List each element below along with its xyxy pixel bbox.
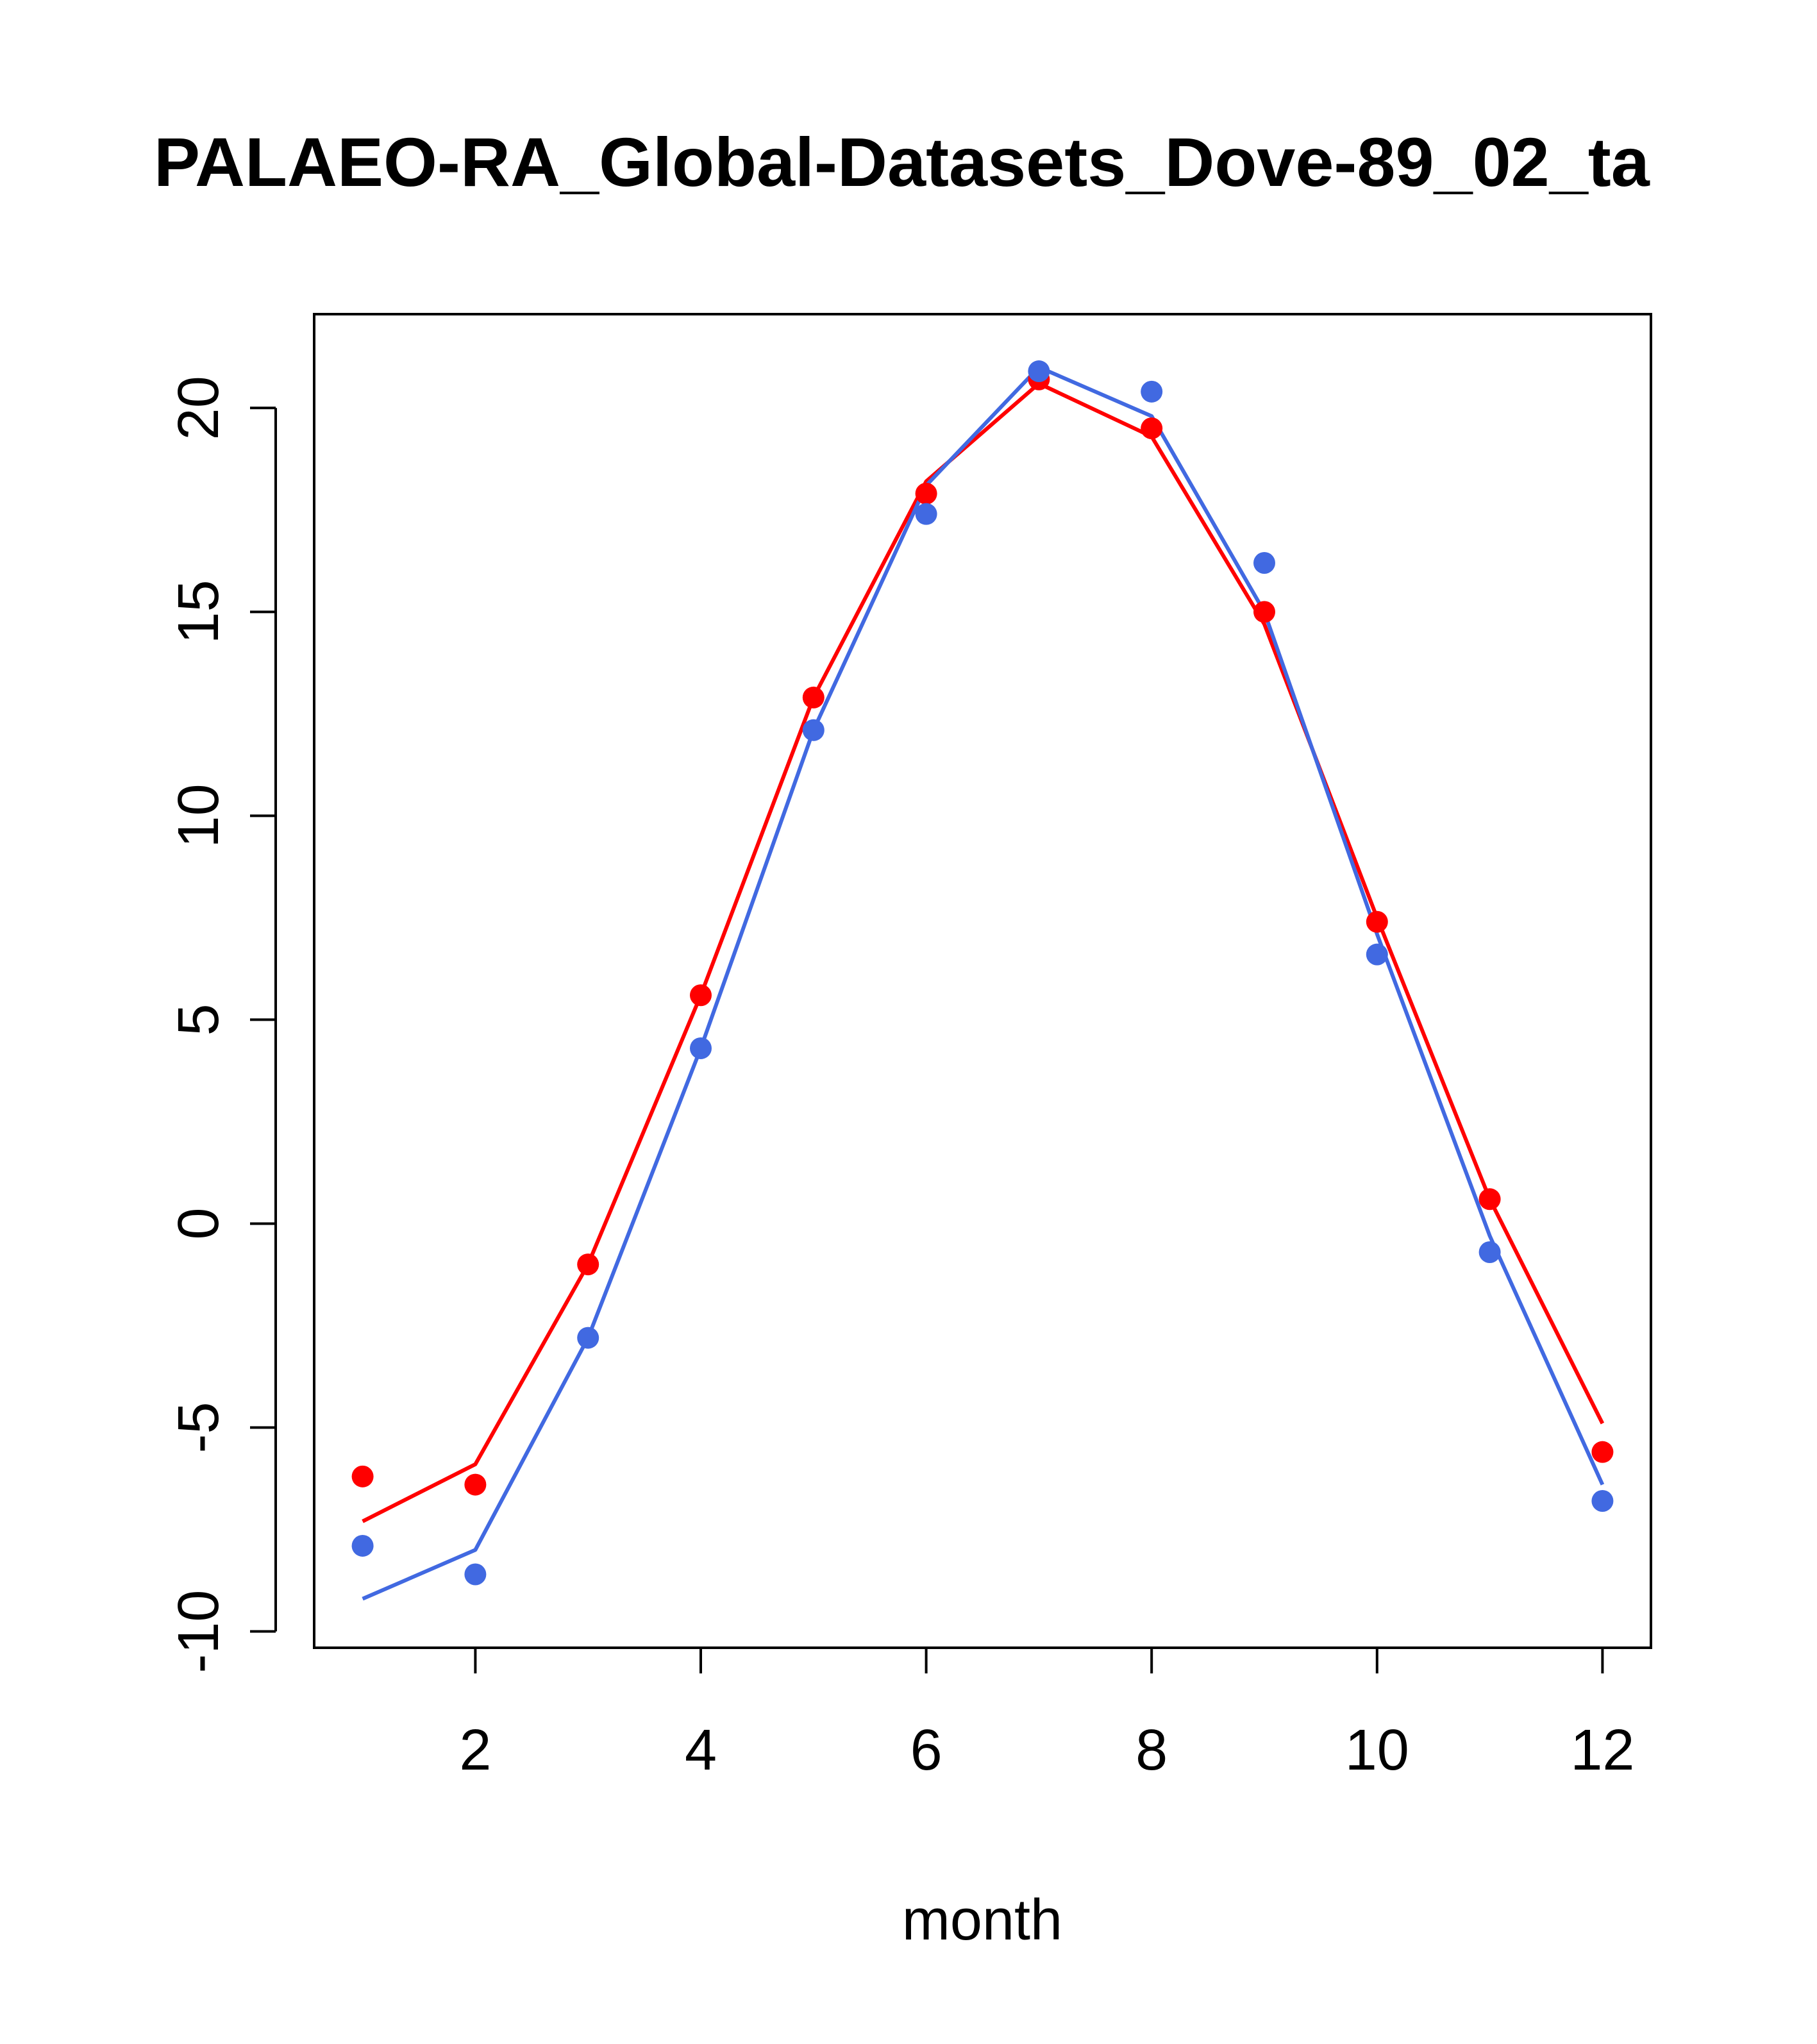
series-2-point — [689, 1037, 712, 1059]
x-axis-label: month — [902, 1888, 1062, 1952]
series-2-line — [362, 365, 1605, 1601]
y-axis: -10 -5 0 5 10 15 20 — [167, 376, 277, 1673]
x-tick-label: 4 — [685, 1718, 717, 1782]
y-tick-label: -5 — [167, 1402, 231, 1453]
series-1-point — [1366, 910, 1388, 933]
series-1-point — [689, 984, 712, 1007]
series-1-point — [1141, 417, 1163, 440]
series-1-point — [351, 1465, 374, 1487]
x-tick-label: 6 — [910, 1718, 942, 1782]
y-tick-label: 15 — [167, 580, 231, 644]
y-tick-label: 20 — [167, 376, 231, 440]
series-2-point — [1478, 1241, 1501, 1263]
series-2-point — [577, 1327, 599, 1349]
series-2-point — [1141, 380, 1163, 403]
series-2-point — [1366, 943, 1388, 966]
y-tick-label: 0 — [167, 1207, 231, 1239]
series-1-point — [1478, 1188, 1501, 1210]
series-1-point — [915, 482, 937, 505]
series-1-point — [1253, 601, 1276, 623]
series-1-point — [1591, 1441, 1614, 1463]
series-1-point — [577, 1253, 599, 1276]
series-2-point — [1028, 360, 1050, 383]
chart-title: PALAEO-RA_Global-Datasets_Dove-89_02_ta — [154, 123, 1650, 201]
plot-frame — [313, 313, 1652, 1649]
x-tick-label: 8 — [1135, 1718, 1168, 1782]
x-tick-label: 10 — [1345, 1718, 1409, 1782]
series-2-point — [915, 503, 937, 525]
y-tick-label: 10 — [167, 783, 231, 848]
series-2-point — [351, 1534, 374, 1557]
y-tick-label: -10 — [167, 1590, 231, 1673]
series-1-point — [464, 1473, 487, 1496]
series-2-point — [1253, 552, 1276, 574]
series-2-point — [1591, 1490, 1614, 1512]
x-tick-label: 2 — [459, 1718, 491, 1782]
y-tick-label: 5 — [167, 1003, 231, 1035]
series-2-point — [802, 719, 825, 741]
x-tick-label: 12 — [1570, 1718, 1634, 1782]
series-layer — [351, 360, 1614, 1601]
series-1-point — [802, 686, 825, 708]
series-2-point — [464, 1563, 487, 1586]
x-axis: 2 4 6 8 10 12 — [459, 1646, 1634, 1782]
series-1-line — [362, 381, 1605, 1523]
